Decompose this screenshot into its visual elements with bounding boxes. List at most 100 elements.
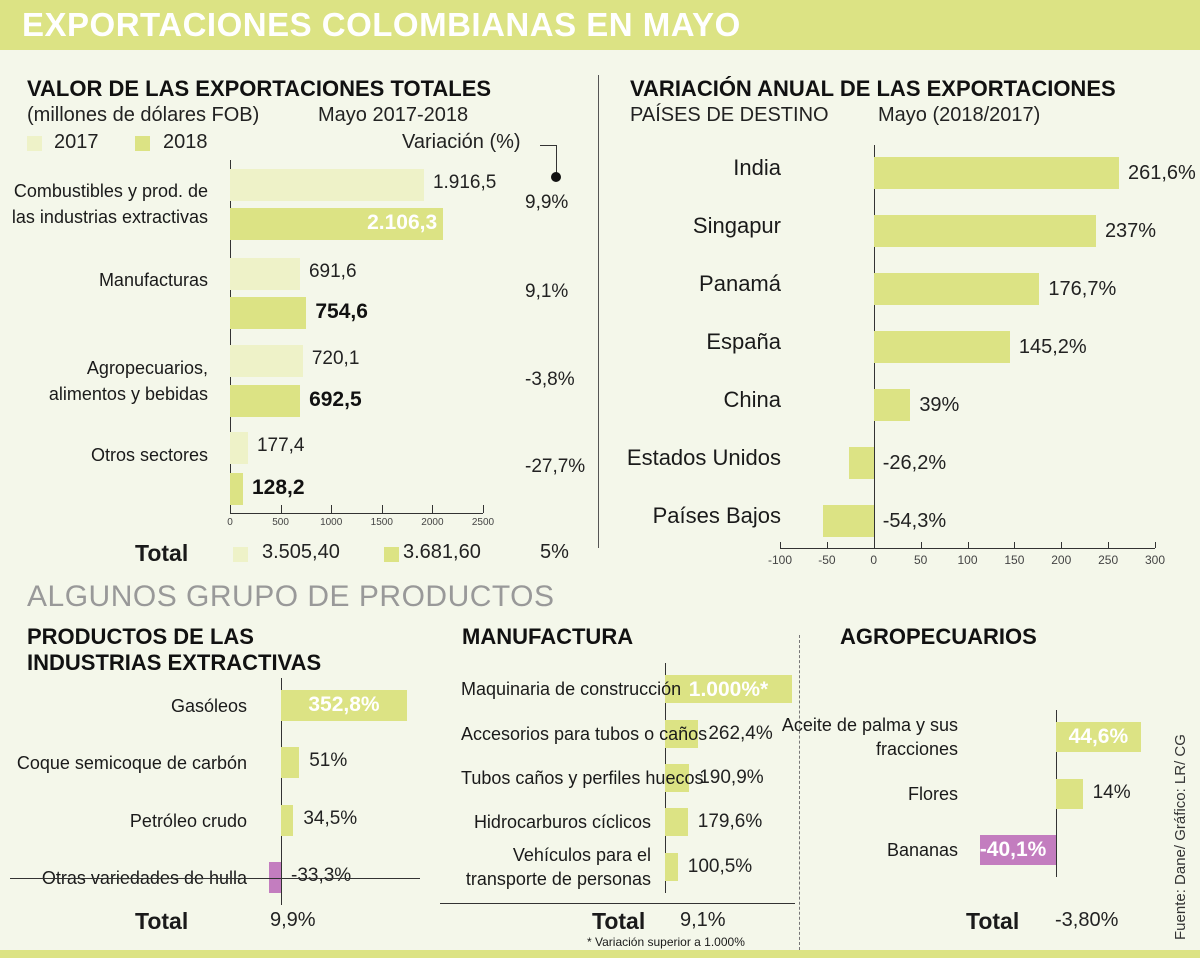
total-2017: 3.505,40 bbox=[262, 541, 340, 563]
x-tick-mark bbox=[280, 505, 282, 513]
divider bbox=[598, 75, 599, 548]
footer-band bbox=[0, 950, 1200, 958]
x-tick-label: 1500 bbox=[370, 517, 393, 528]
section-title: ALGUNOS GRUPO DE PRODUCTOS bbox=[27, 580, 555, 613]
value-label: 14% bbox=[1092, 782, 1131, 803]
bar bbox=[281, 805, 294, 836]
variation-value: 9,1% bbox=[525, 281, 569, 302]
country-label: Países Bajos bbox=[652, 503, 781, 528]
category-label: Combustibles y prod. de las industrias e… bbox=[11, 181, 208, 227]
x-tick-label: 200 bbox=[1051, 553, 1072, 567]
value-label: 39% bbox=[919, 394, 960, 416]
value-label: 179,6% bbox=[697, 811, 763, 832]
bar bbox=[849, 447, 874, 479]
value-label-2018: 2.106,3 bbox=[367, 211, 438, 234]
country-label: España bbox=[706, 329, 781, 354]
chart1-subtitle: (millones de dólares FOB) bbox=[27, 104, 260, 126]
value-label: 262,4% bbox=[708, 723, 773, 744]
legend-swatch-2018 bbox=[135, 136, 150, 151]
variation-value: -27,7% bbox=[525, 456, 586, 477]
value-label: -26,2% bbox=[882, 452, 947, 474]
header-band bbox=[0, 0, 1200, 50]
total-swatch-2018 bbox=[384, 547, 399, 562]
x-axis bbox=[780, 548, 1155, 549]
value-label: 44,6% bbox=[1068, 725, 1129, 748]
x-tick-label: 250 bbox=[1098, 553, 1119, 567]
category-label: Otras variedades de hulla bbox=[41, 867, 247, 888]
value-label: 34,5% bbox=[303, 808, 358, 829]
variation-leader-v bbox=[556, 145, 557, 175]
bar bbox=[281, 690, 407, 721]
x-tick-mark bbox=[1014, 542, 1016, 548]
value-label-2018: 754,6 bbox=[315, 300, 368, 323]
chart3-baseline bbox=[10, 878, 420, 879]
bar bbox=[1056, 722, 1141, 752]
variation-label: Variación (%) bbox=[402, 131, 521, 153]
value-label: 190,9% bbox=[699, 767, 764, 788]
variation-dot bbox=[551, 172, 561, 182]
source-note: Fuente: Dane/ Gráfico: LR/ CG bbox=[1172, 734, 1189, 940]
total-variation: 5% bbox=[540, 541, 569, 563]
chart5-total: -3,80% bbox=[1055, 909, 1119, 931]
country-label: Singapur bbox=[692, 213, 781, 238]
bar-2017 bbox=[230, 432, 248, 464]
value-label-2017: 177,4 bbox=[256, 435, 305, 456]
bar bbox=[665, 675, 792, 703]
x-tick-label: 2500 bbox=[471, 517, 495, 528]
bar-2018 bbox=[230, 385, 301, 417]
bar-2017 bbox=[230, 345, 303, 377]
x-tick-mark bbox=[230, 505, 231, 513]
value-label-2017: 691,6 bbox=[308, 261, 357, 282]
x-tick-mark bbox=[920, 542, 922, 548]
x-tick-mark bbox=[331, 505, 333, 513]
chart1-title: VALOR DE LAS EXPORTACIONES TOTALES bbox=[27, 76, 492, 101]
category-label: Coque semicoque de carbón bbox=[16, 752, 247, 773]
x-tick-label: 1000 bbox=[320, 517, 343, 528]
y-axis bbox=[281, 678, 282, 905]
value-label: 352,8% bbox=[308, 693, 380, 716]
bar bbox=[665, 764, 690, 792]
x-tick-label: 0 bbox=[227, 517, 233, 528]
bar bbox=[665, 720, 699, 748]
bar bbox=[979, 835, 1056, 865]
x-tick-mark bbox=[432, 505, 434, 513]
chart4-baseline bbox=[440, 903, 795, 904]
category-label: Manufacturas bbox=[98, 270, 208, 290]
bar bbox=[281, 747, 300, 778]
value-label: 145,2% bbox=[1018, 336, 1087, 358]
x-tick-label: 500 bbox=[272, 517, 289, 528]
legend-2017: 2017 bbox=[54, 131, 99, 153]
x-tick-label: 2000 bbox=[421, 517, 444, 528]
x-tick-mark bbox=[780, 542, 781, 548]
category-label: Flores bbox=[907, 784, 958, 804]
legend-swatch-2017 bbox=[27, 136, 42, 151]
country-label: China bbox=[723, 387, 781, 412]
bar bbox=[873, 331, 1010, 363]
country-label: India bbox=[733, 155, 781, 180]
chart4-title: MANUFACTURA bbox=[462, 624, 634, 649]
chart4-total-label: Total bbox=[592, 908, 646, 934]
value-label: -54,3% bbox=[882, 510, 947, 532]
bar-2018 bbox=[230, 297, 307, 329]
chart5-title: AGROPECUARIOS bbox=[840, 624, 1037, 649]
bar-2018 bbox=[230, 208, 444, 240]
bar bbox=[822, 505, 874, 537]
category-label: Accesorios para tubos o caños bbox=[461, 724, 708, 744]
variation-value: -3,8% bbox=[525, 368, 575, 390]
total-swatch-2017 bbox=[233, 547, 248, 562]
x-tick-mark bbox=[1061, 542, 1063, 548]
x-tick-mark bbox=[826, 542, 828, 548]
bar-2017 bbox=[230, 258, 300, 290]
value-label: -40,1% bbox=[979, 838, 1047, 861]
category-label: Tubos caños y perfiles huecos bbox=[461, 768, 704, 788]
bar bbox=[873, 157, 1119, 189]
value-label: 261,6% bbox=[1128, 162, 1196, 184]
category-label: Vehículos para el transporte de personas bbox=[465, 845, 651, 889]
chart1-period: Mayo 2017-2018 bbox=[318, 104, 469, 126]
bar bbox=[873, 273, 1040, 305]
x-tick-label: -100 bbox=[767, 553, 793, 567]
value-label-2018: 692,5 bbox=[309, 388, 362, 411]
page-title: EXPORTACIONES COLOMBIANAS EN MAYO bbox=[22, 6, 741, 43]
x-tick-label: 300 bbox=[1144, 553, 1166, 567]
category-label: Petróleo crudo bbox=[129, 810, 247, 831]
